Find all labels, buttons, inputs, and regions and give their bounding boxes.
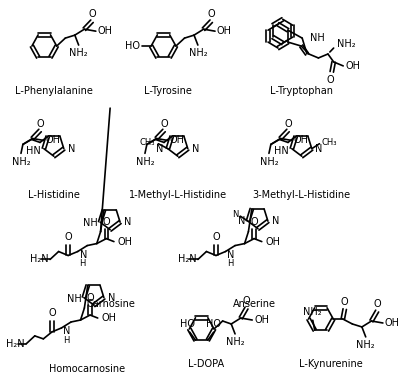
Text: O: O: [212, 232, 220, 242]
Text: H: H: [79, 260, 86, 268]
Text: OH: OH: [98, 26, 113, 36]
Text: OH: OH: [101, 313, 117, 323]
Text: CH₃: CH₃: [140, 138, 156, 147]
Text: NH: NH: [83, 218, 98, 228]
Text: O: O: [160, 118, 168, 129]
Text: H₂N: H₂N: [30, 255, 49, 264]
Text: O: O: [36, 118, 44, 129]
Text: N: N: [272, 216, 279, 226]
Text: Carnosine: Carnosine: [87, 299, 136, 309]
Text: H: H: [63, 336, 70, 345]
Text: O: O: [373, 299, 381, 309]
Text: N: N: [68, 144, 75, 154]
Text: L-Tyrosine: L-Tyrosine: [144, 86, 192, 96]
Text: H₂N: H₂N: [6, 339, 25, 349]
Text: OH: OH: [170, 135, 185, 146]
Text: OH: OH: [265, 237, 281, 247]
Text: N: N: [232, 210, 239, 219]
Text: O: O: [250, 217, 258, 227]
Text: L-Phenylalanine: L-Phenylalanine: [15, 86, 93, 96]
Text: OH: OH: [254, 315, 269, 325]
Text: OH: OH: [118, 237, 133, 247]
Text: OH: OH: [217, 26, 232, 36]
Text: N: N: [156, 144, 163, 154]
Text: O: O: [86, 293, 94, 303]
Text: OH: OH: [345, 61, 360, 71]
Text: HN: HN: [274, 146, 289, 156]
Text: HO: HO: [206, 319, 221, 329]
Text: N: N: [124, 217, 131, 227]
Text: Homocarnosine: Homocarnosine: [49, 364, 125, 374]
Text: OH: OH: [294, 135, 309, 146]
Text: N: N: [79, 249, 87, 259]
Text: 3-Methyl-L-Histidine: 3-Methyl-L-Histidine: [253, 190, 351, 200]
Text: NH: NH: [67, 294, 82, 304]
Text: NH₂: NH₂: [226, 337, 244, 347]
Text: O: O: [103, 217, 110, 227]
Text: H: H: [227, 260, 234, 268]
Text: HN: HN: [26, 146, 41, 156]
Text: N: N: [238, 216, 245, 226]
Text: Anserine: Anserine: [233, 299, 275, 309]
Text: NH₂: NH₂: [338, 39, 356, 49]
Text: L-Tryptophan: L-Tryptophan: [270, 86, 333, 96]
Text: NH₂: NH₂: [69, 48, 88, 58]
Text: OH: OH: [385, 318, 400, 328]
Text: O: O: [64, 232, 72, 242]
Text: NH₂: NH₂: [12, 158, 30, 167]
Text: OH: OH: [46, 135, 61, 146]
Text: 1-Methyl-L-Histidine: 1-Methyl-L-Histidine: [129, 190, 227, 200]
Text: L-Histidine: L-Histidine: [28, 190, 80, 200]
Text: NH₂: NH₂: [356, 340, 375, 350]
Text: N: N: [63, 326, 71, 336]
Text: O: O: [243, 296, 250, 306]
Text: O: O: [48, 308, 56, 318]
Text: H₂N: H₂N: [178, 255, 196, 264]
Text: O: O: [207, 9, 215, 19]
Text: NH₂: NH₂: [188, 48, 207, 58]
Text: N: N: [192, 144, 199, 154]
Text: HO: HO: [125, 41, 140, 51]
Text: O: O: [326, 75, 334, 85]
Text: NH₂: NH₂: [136, 158, 154, 167]
Text: N: N: [108, 292, 115, 303]
Text: O: O: [88, 9, 96, 19]
Text: NH: NH: [310, 33, 324, 43]
Text: L-DOPA: L-DOPA: [188, 358, 225, 369]
Text: HO: HO: [180, 319, 195, 329]
Text: L-Kynurenine: L-Kynurenine: [299, 358, 362, 369]
Text: CH₃: CH₃: [321, 138, 337, 147]
Text: NH₂: NH₂: [304, 307, 322, 317]
Text: O: O: [284, 118, 292, 129]
Text: NH₂: NH₂: [259, 158, 278, 167]
Text: N: N: [227, 249, 235, 259]
Text: N: N: [315, 144, 322, 154]
Text: O: O: [341, 297, 348, 307]
